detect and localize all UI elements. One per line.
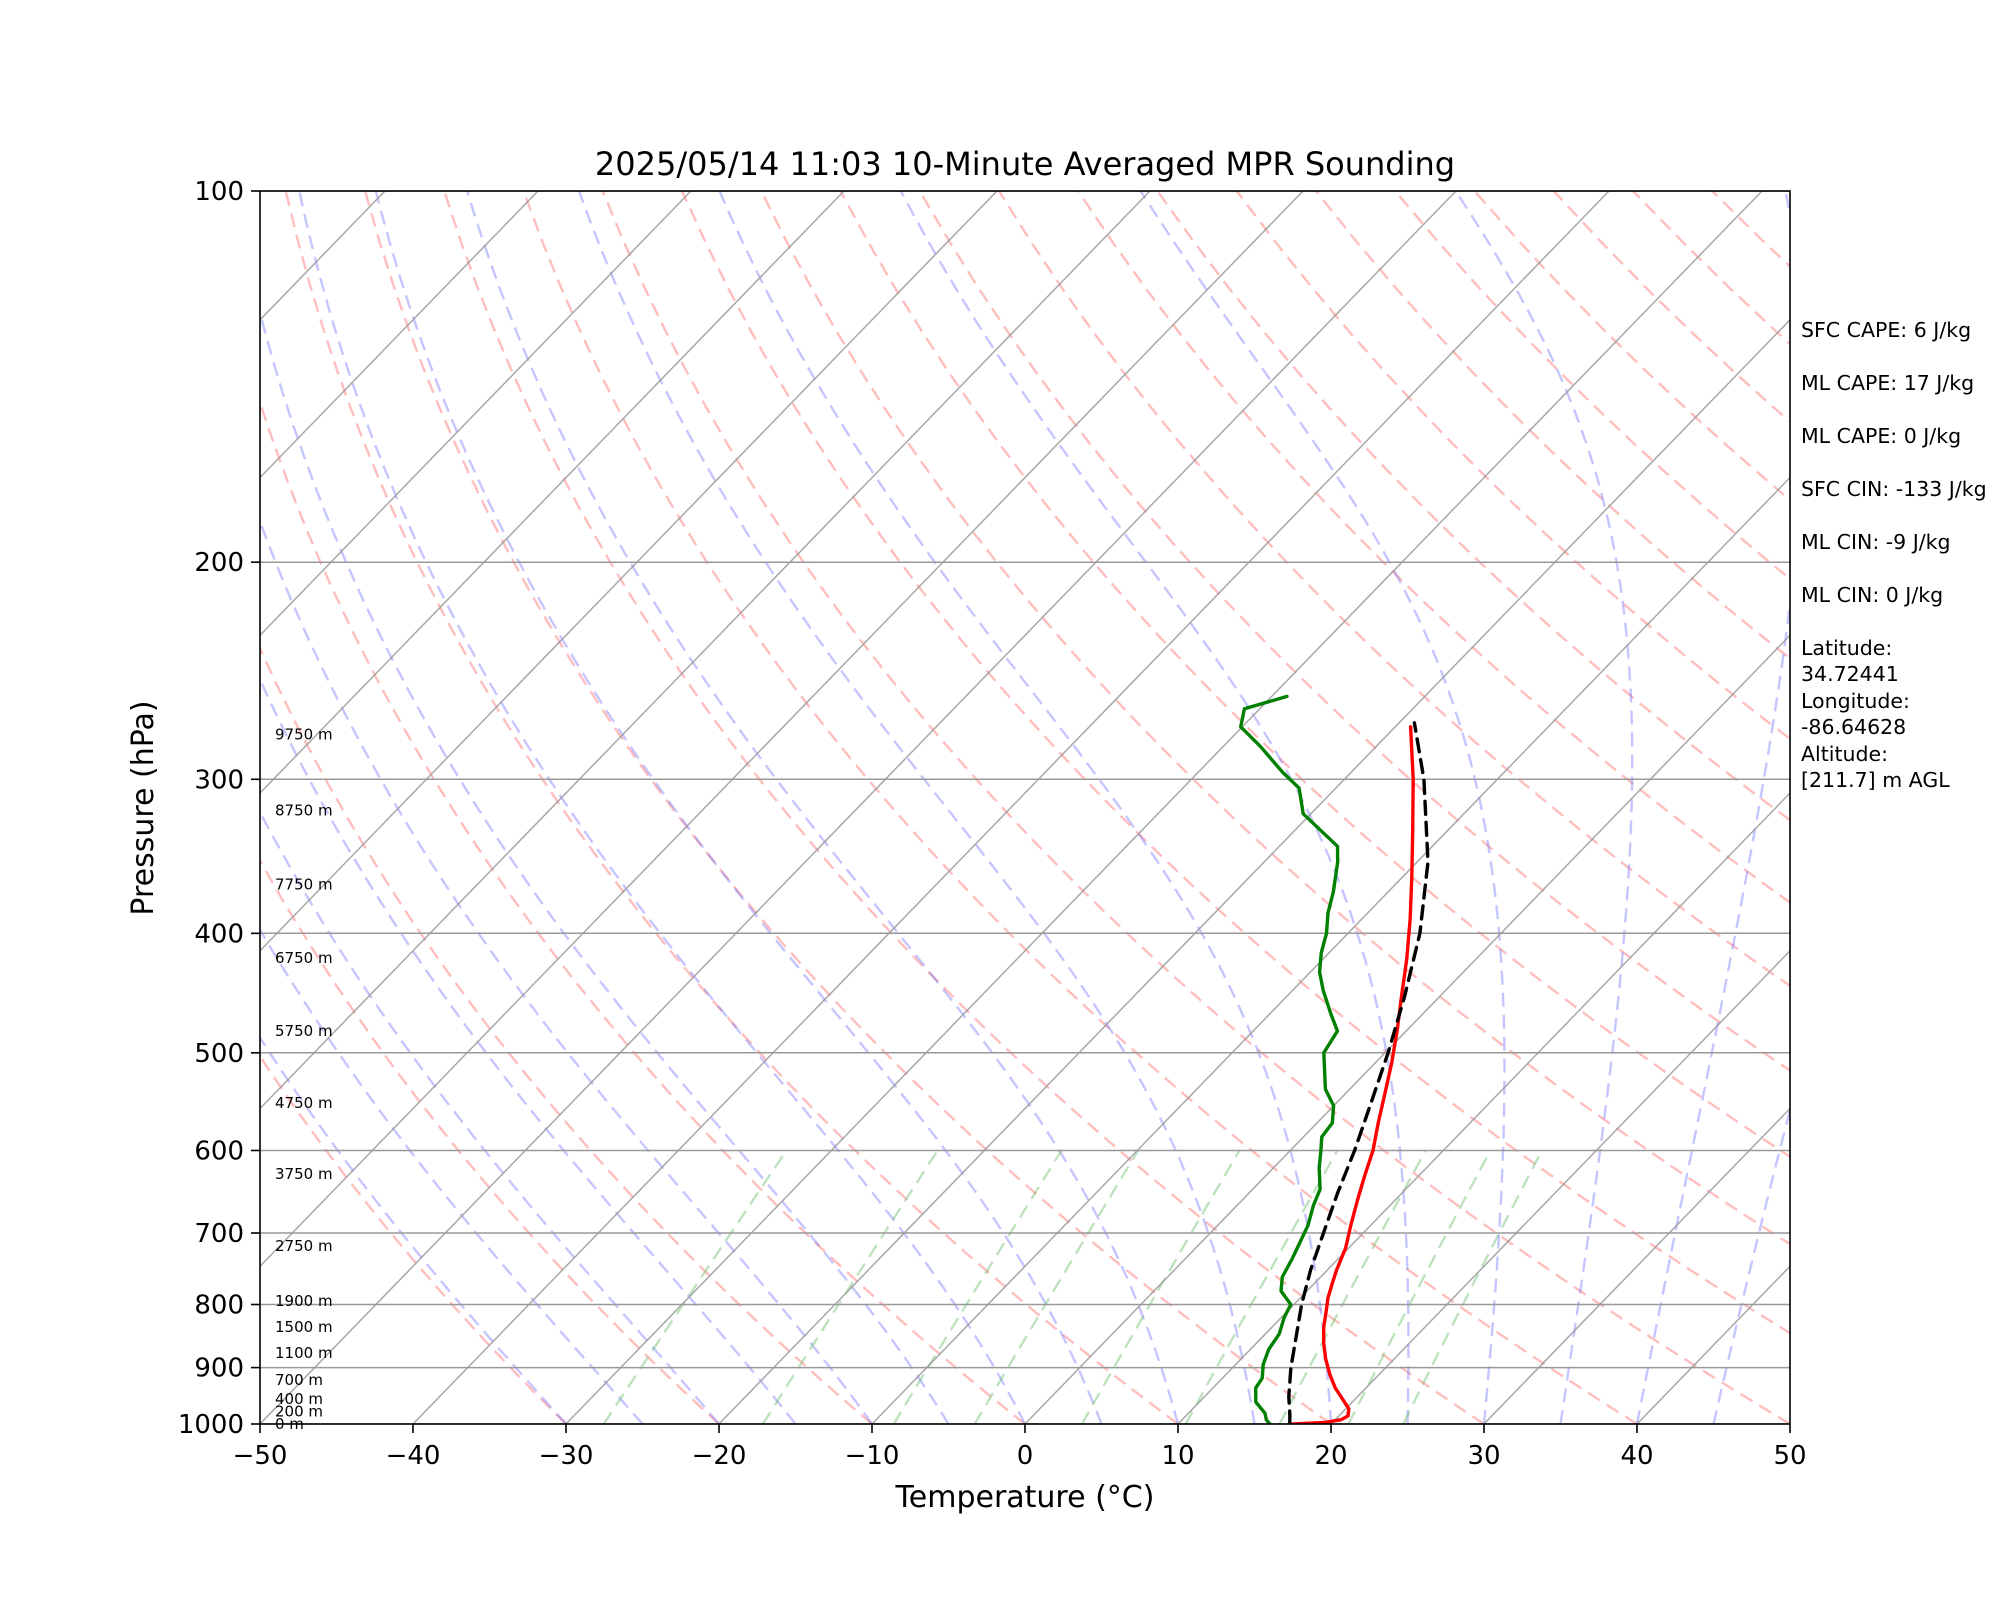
height-label: 7750 m	[275, 875, 333, 893]
x-tick-label: −50	[233, 1441, 288, 1471]
height-label: 8750 m	[275, 802, 333, 820]
info-line: ML CAPE: 17 J/kg	[1801, 371, 1974, 395]
x-axis-label: Temperature (°C)	[895, 1480, 1155, 1515]
info-line: -86.64628	[1801, 715, 1906, 739]
chart-title: 2025/05/14 11:03 10-Minute Averaged MPR …	[595, 145, 1455, 183]
height-label: 2750 m	[275, 1237, 333, 1255]
y-tick-label: 300	[194, 765, 244, 795]
info-line: Longitude:	[1801, 689, 1910, 713]
info-line: ML CIN: 0 J/kg	[1801, 583, 1943, 607]
x-tick-label: 0	[1017, 1441, 1034, 1471]
info-line: ML CIN: -9 J/kg	[1801, 530, 1951, 554]
y-tick-label: 800	[194, 1291, 244, 1321]
x-tick-label: −40	[386, 1441, 441, 1471]
y-tick-label: 600	[194, 1136, 244, 1166]
height-label: 700 m	[275, 1371, 323, 1389]
x-tick-label: −30	[539, 1441, 594, 1471]
y-tick-label: 700	[194, 1219, 244, 1249]
info-line: ML CAPE: 0 J/kg	[1801, 424, 1961, 448]
height-label: 4750 m	[275, 1094, 333, 1112]
x-tick-label: 50	[1773, 1441, 1806, 1471]
y-tick-label: 100	[194, 177, 244, 207]
height-label: 9750 m	[275, 726, 333, 744]
height-label: 3750 m	[275, 1165, 333, 1183]
height-label: 1500 m	[275, 1318, 333, 1336]
info-line: Altitude:	[1801, 742, 1888, 766]
y-tick-label: 400	[194, 919, 244, 949]
info-line: 34.72441	[1801, 662, 1899, 686]
y-tick-label: 500	[194, 1039, 244, 1069]
info-line: SFC CAPE: 6 J/kg	[1801, 318, 1971, 342]
info-line: SFC CIN: -133 J/kg	[1801, 477, 1987, 501]
height-label: 1100 m	[275, 1344, 333, 1362]
x-tick-label: 30	[1467, 1441, 1500, 1471]
info-line: Latitude:	[1801, 636, 1892, 660]
x-tick-label: 20	[1314, 1441, 1347, 1471]
x-tick-label: 40	[1620, 1441, 1653, 1471]
height-label: 400 m	[275, 1390, 323, 1408]
y-axis-label: Pressure (hPa)	[126, 700, 161, 915]
height-label: 1900 m	[275, 1292, 333, 1310]
height-label: 5750 m	[275, 1022, 333, 1040]
x-tick-label: −20	[692, 1441, 747, 1471]
y-tick-label: 1000	[178, 1410, 244, 1440]
x-tick-label: 10	[1161, 1441, 1194, 1471]
x-tick-label: −10	[845, 1441, 900, 1471]
y-tick-label: 900	[194, 1354, 244, 1384]
height-label: 6750 m	[275, 949, 333, 967]
y-tick-label: 200	[194, 548, 244, 578]
info-line: [211.7] m AGL	[1801, 768, 1950, 792]
